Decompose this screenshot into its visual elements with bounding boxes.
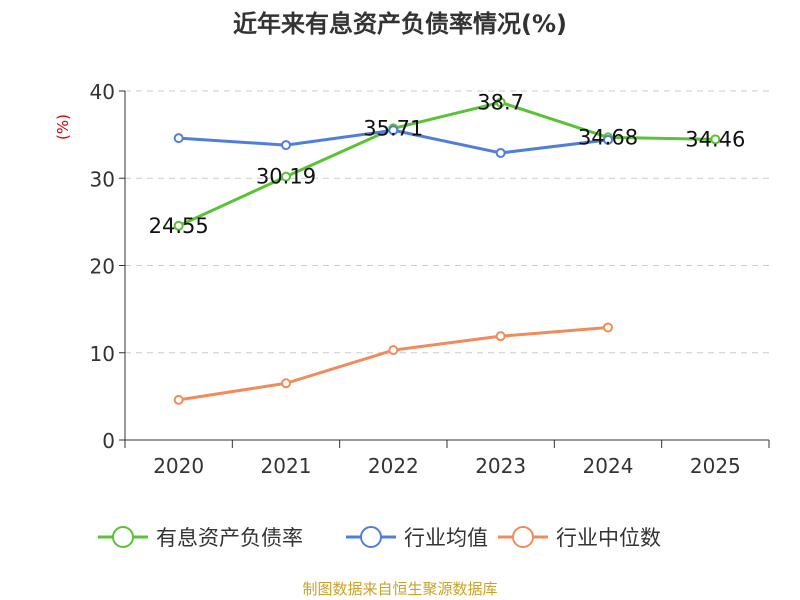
- x-tick-label: 2022: [368, 454, 419, 478]
- data-point: [388, 125, 399, 136]
- data-point: [710, 134, 721, 145]
- source-note: 制图数据来自恒生聚源数据库: [302, 580, 498, 598]
- data-point: [281, 171, 291, 182]
- x-tick-label: 2021: [261, 454, 312, 478]
- data-point: [281, 378, 291, 389]
- series-line-2: [178, 325, 609, 402]
- data-point: [173, 133, 184, 144]
- data-point: [173, 220, 184, 231]
- data-point: [495, 147, 506, 158]
- data-label: 30.19: [256, 165, 316, 189]
- axes: 0 10 20 30 40 2020 2021 2022 2023 2024 2025: [90, 80, 770, 478]
- x-tick-label: 2023: [475, 454, 526, 478]
- data-point: [388, 345, 399, 356]
- data-point: [173, 394, 184, 405]
- x-tick-label: 2024: [583, 454, 634, 478]
- series: [173, 97, 721, 405]
- data-labels: 24.55 30.19 35.71 38.7 34.68 34.46: [149, 90, 746, 237]
- data-point: [495, 331, 506, 342]
- legend-marker: [360, 526, 382, 548]
- data-point: [281, 140, 291, 151]
- data-label: 38.7: [477, 90, 524, 114]
- y-tick-label: 20: [90, 255, 115, 279]
- chart-title: 近年来有息资产负债率情况(%): [233, 10, 567, 38]
- data-label: 34.46: [685, 127, 745, 151]
- legend-item[interactable]: 行业均值: [346, 526, 488, 550]
- legend-marker: [512, 526, 534, 548]
- legend-label: 行业均值: [404, 526, 488, 550]
- y-axis-unit-label: (%): [54, 114, 72, 140]
- data-label: 34.68: [578, 125, 638, 149]
- data-point: [495, 97, 506, 108]
- data-label: 24.55: [149, 214, 209, 238]
- legend-item[interactable]: 有息资产负债率: [98, 526, 303, 550]
- legend-item[interactable]: 行业中位数: [498, 526, 661, 550]
- legend-label: 有息资产负债率: [156, 526, 303, 550]
- data-point: [603, 322, 613, 333]
- legend: 有息资产负债率 行业均值 行业中位数: [98, 526, 661, 550]
- y-tick-label: 0: [102, 429, 115, 453]
- y-tick-label: 40: [90, 80, 115, 104]
- x-tick-label: 2025: [690, 454, 741, 478]
- data-point: [603, 134, 613, 145]
- legend-label: 行业中位数: [556, 526, 661, 550]
- grid-lines: [125, 90, 769, 354]
- data-label: 35.71: [363, 116, 423, 140]
- y-tick-label: 30: [90, 167, 115, 191]
- x-tick-label: 2020: [153, 454, 204, 478]
- legend-marker: [112, 526, 134, 548]
- series-line-0: [178, 100, 716, 228]
- y-tick-label: 10: [90, 342, 115, 366]
